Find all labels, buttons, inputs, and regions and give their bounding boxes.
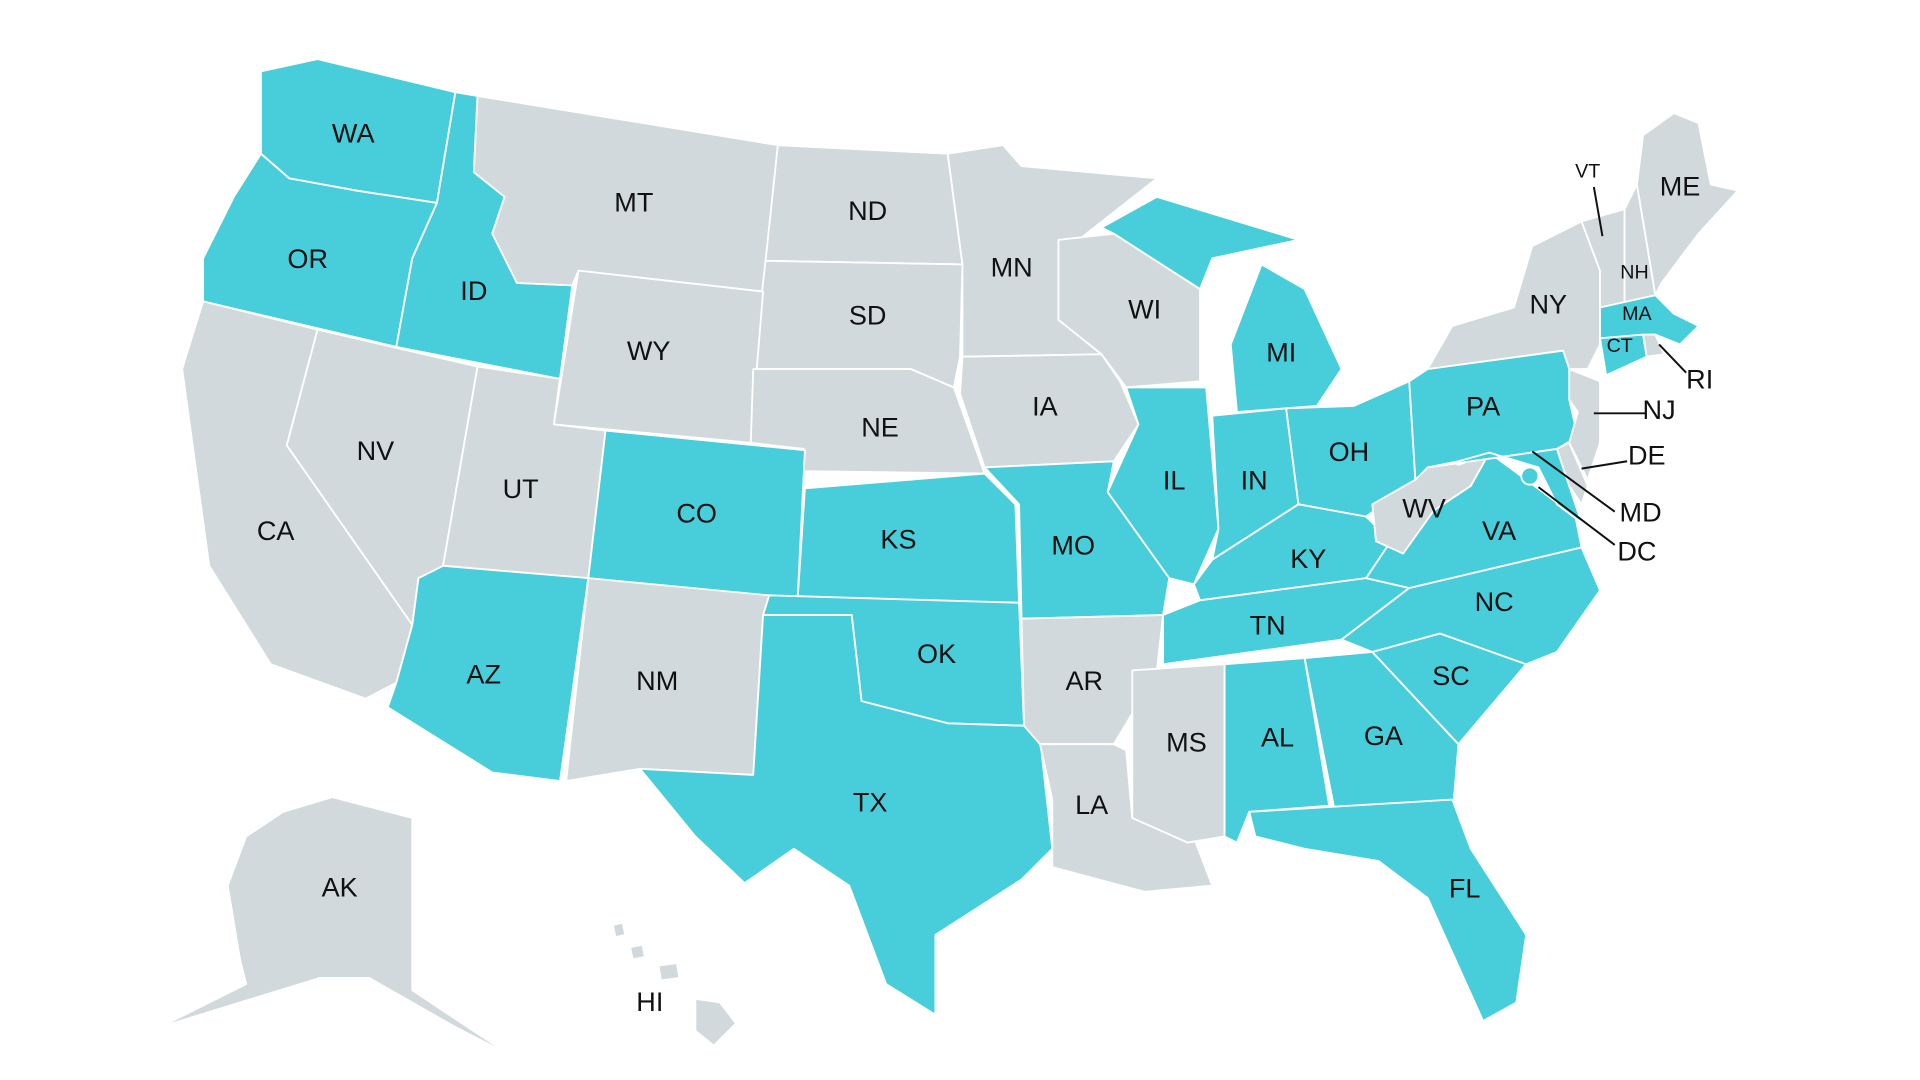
state-hi[interactable]: [612, 921, 737, 1047]
state-fl[interactable]: [1248, 798, 1528, 1022]
state-shape[interactable]: [639, 614, 1054, 1016]
state-shape[interactable]: [612, 921, 627, 939]
state-wy[interactable]: [552, 269, 764, 444]
state-shapes: [159, 58, 1739, 1057]
state-shape[interactable]: [1520, 466, 1540, 486]
state-label-hi: HI: [636, 987, 663, 1017]
state-shape[interactable]: [1039, 743, 1214, 893]
state-ia[interactable]: [959, 353, 1140, 469]
state-az[interactable]: [386, 564, 590, 783]
state-shape[interactable]: [1642, 333, 1665, 358]
state-mt[interactable]: [472, 95, 779, 293]
state-la[interactable]: [1039, 743, 1214, 893]
state-il[interactable]: [1106, 386, 1220, 586]
leader-line-vt: [1592, 186, 1604, 237]
state-shape[interactable]: [159, 796, 512, 1057]
state-shape[interactable]: [1303, 651, 1460, 819]
state-shape[interactable]: [694, 997, 737, 1047]
state-shape[interactable]: [1426, 220, 1601, 370]
state-nj[interactable]: [1568, 368, 1601, 481]
state-shape[interactable]: [1100, 195, 1300, 290]
state-ar[interactable]: [1020, 614, 1164, 746]
state-shape[interactable]: [796, 472, 1020, 604]
state-ak[interactable]: [159, 796, 512, 1057]
state-shape[interactable]: [1106, 386, 1220, 586]
state-shape[interactable]: [1636, 112, 1739, 297]
state-ks[interactable]: [796, 472, 1020, 604]
leader-line-ri: [1658, 343, 1687, 374]
state-shape[interactable]: [1020, 614, 1164, 746]
state-label-md: MD: [1620, 497, 1662, 527]
state-label-vt: VT: [1575, 160, 1600, 182]
state-shape[interactable]: [1131, 663, 1226, 844]
state-shape[interactable]: [386, 564, 590, 783]
state-label-nj: NJ: [1643, 395, 1676, 425]
state-ny[interactable]: [1426, 220, 1601, 370]
state-dc[interactable]: [1520, 466, 1540, 486]
state-shape[interactable]: [1248, 798, 1528, 1022]
state-shape[interactable]: [749, 368, 986, 475]
state-shape[interactable]: [587, 429, 806, 602]
state-mi[interactable]: [1100, 195, 1343, 413]
state-ga[interactable]: [1303, 651, 1460, 819]
state-shape[interactable]: [552, 269, 764, 444]
state-label-dc: DC: [1617, 537, 1656, 567]
state-ne[interactable]: [749, 368, 986, 475]
state-shape[interactable]: [629, 943, 646, 961]
state-shape[interactable]: [565, 577, 771, 783]
state-mo[interactable]: [983, 460, 1171, 620]
state-shape[interactable]: [657, 962, 681, 982]
state-shape[interactable]: [472, 95, 779, 293]
state-label-ri: RI: [1686, 364, 1713, 394]
label-leader-lines: [1531, 186, 1687, 546]
state-ri[interactable]: [1642, 333, 1665, 358]
state-tx[interactable]: [639, 614, 1054, 1016]
state-label-de: DE: [1628, 441, 1666, 471]
leader-line-de: [1581, 460, 1628, 470]
state-shape[interactable]: [959, 353, 1140, 469]
state-me[interactable]: [1636, 112, 1739, 297]
state-nm[interactable]: [565, 577, 771, 783]
leader-line-dc: [1537, 486, 1616, 546]
state-de[interactable]: [1556, 441, 1589, 506]
state-shape[interactable]: [764, 144, 964, 266]
state-shape[interactable]: [983, 460, 1171, 620]
state-shape[interactable]: [1599, 333, 1648, 377]
state-shape[interactable]: [1229, 263, 1343, 413]
state-co[interactable]: [587, 429, 806, 602]
state-nd[interactable]: [764, 144, 964, 266]
state-ms[interactable]: [1131, 663, 1226, 844]
state-ct[interactable]: [1599, 333, 1648, 377]
state-shape[interactable]: [1568, 368, 1601, 481]
leader-line-md: [1531, 450, 1616, 513]
state-shape[interactable]: [1556, 441, 1589, 506]
